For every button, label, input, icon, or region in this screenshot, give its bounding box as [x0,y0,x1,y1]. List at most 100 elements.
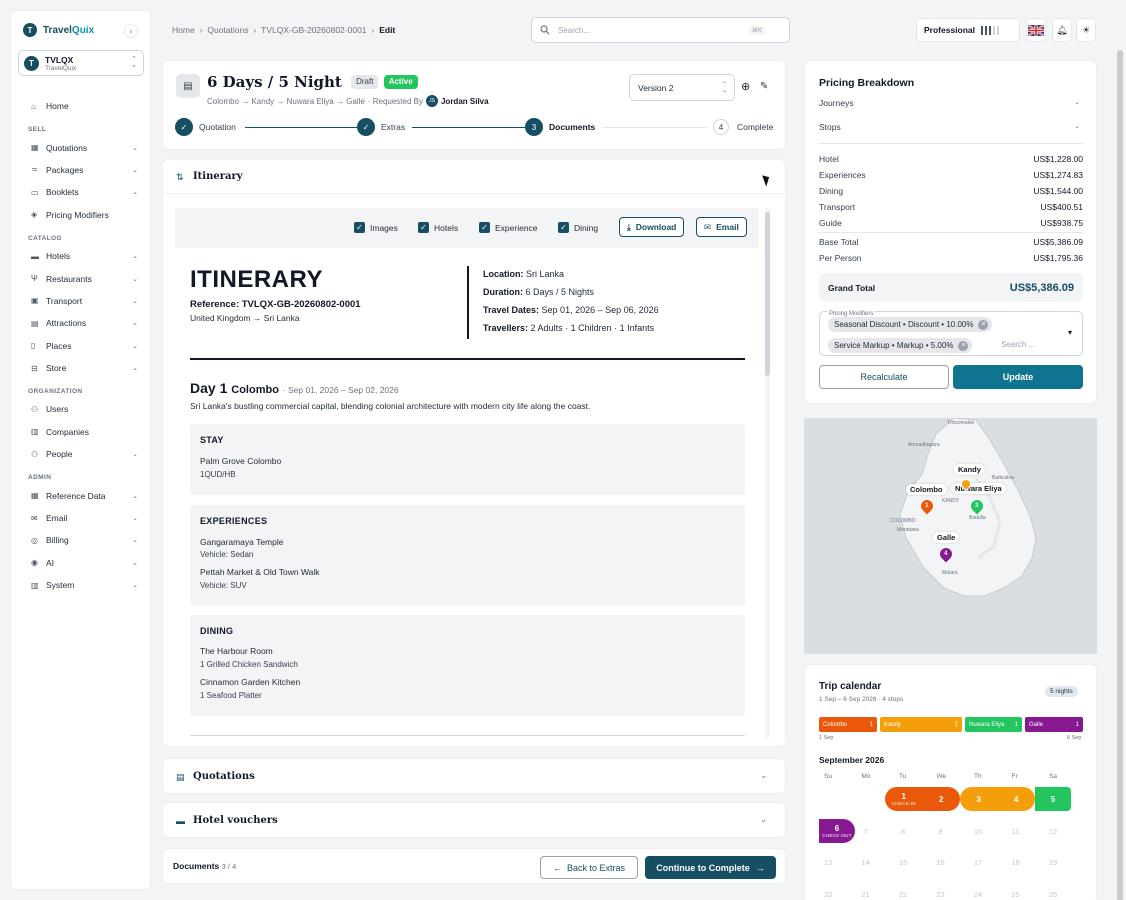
edit-button[interactable]: ✎ [760,82,768,92]
calendar-day-19[interactable]: 19 [1048,858,1058,867]
add-version-button[interactable]: ⊕ [741,82,750,93]
breadcrumb-quotations[interactable]: Quotations [207,25,249,35]
trip-map[interactable]: Trincomalee Anuradhapura Batticaloa KAND… [804,418,1097,654]
map-label-kandy[interactable]: Kandy [954,464,985,475]
segment-nuwara-eliya[interactable]: Nuwara Eliya 1 [965,717,1022,732]
continue-to-complete-button[interactable]: Continue to Complete → [645,856,776,879]
requester-name[interactable]: Jordan Silva [440,96,489,106]
sidebar-item-store[interactable]: ⊟ Store ⌄ [11,357,152,379]
collapse-sidebar-button[interactable]: ‹ [124,24,138,38]
segment-galle[interactable]: Galle 1 [1025,717,1083,732]
sidebar-item-users[interactable]: ⚇ Users [11,398,152,420]
language-flag-button[interactable] [1026,18,1046,42]
calendar-day-11[interactable]: 11 [1011,826,1020,836]
plan-badge[interactable]: Professional [916,18,1020,42]
back-to-extras-button[interactable]: ← Back to Extras [540,856,638,879]
sidebar-item-ai[interactable]: ◉ AI ⌄ [11,552,152,574]
step-4-label[interactable]: Complete [737,122,774,132]
journeys-accordion[interactable]: Journeys ⌄ [819,98,1083,108]
sidebar-item-hotels[interactable]: ▬ Hotels ⌄ [11,245,152,267]
map-label-colombo[interactable]: Colombo [906,484,947,495]
calendar-day-22[interactable]: 22 [898,889,908,899]
scrollbar-thumb[interactable] [765,212,770,376]
sidebar-item-pricing-modifiers[interactable]: ◈ Pricing Modifiers [11,204,152,226]
toggle-dining-checkbox[interactable]: ✓ Dining [558,222,598,233]
download-button[interactable]: ⤓ Download [619,217,685,237]
sidebar-item-attractions[interactable]: ▤ Attractions ⌄ [11,312,152,334]
price-row-dining: Dining US$1,544.00 [819,186,1083,196]
sidebar-item-restaurants[interactable]: Ψ Restaurants ⌄ [11,267,152,289]
step-1-label[interactable]: Quotation [199,122,236,132]
step-2-dot[interactable]: ✓ [357,118,375,136]
sidebar-item-reference-data[interactable]: ▦ Reference Data ⌄ [11,484,152,506]
update-button[interactable]: Update [953,365,1083,389]
modifiers-search-input[interactable]: Search ... [1001,340,1036,349]
breadcrumb-ref[interactable]: TVLQX-GB-20260802-0001 [261,25,367,35]
calendar-day-9[interactable]: 9 [938,826,943,836]
calendar-day-6[interactable]: 6 CHECK-OUT [819,818,855,843]
calendar-day-3[interactable]: 3 [960,787,998,811]
step-3-dot[interactable]: 3 [525,118,543,136]
sidebar-item-email[interactable]: ✉ Email ⌄ [11,507,152,529]
calendar-day-8[interactable]: 8 [900,826,906,836]
sidebar-item-booklets[interactable]: ▭ Booklets ⌄ [11,181,152,203]
theme-toggle-button[interactable]: ☀︎ [1076,18,1096,42]
calendar-day-18[interactable]: 18 [1011,858,1020,867]
sidebar-item-people[interactable]: ⚇ People ⌄ [11,443,152,465]
breadcrumb-home[interactable]: Home [172,25,195,35]
calendar-day-4[interactable]: 4 [997,787,1035,811]
step-2-label[interactable]: Extras [381,122,406,132]
org-switcher[interactable]: T TVLQX TravelQuix ⌃ ⌄ [18,50,144,76]
page-scrollbar-thumb[interactable] [1117,50,1123,900]
remove-chip-icon[interactable]: × [958,340,969,351]
step-4-dot[interactable]: 4 [713,119,729,135]
sidebar-item-transport[interactable]: ▣ Transport ⌄ [11,290,152,312]
app-logo[interactable]: T TravelQuix [23,23,94,37]
pricing-modifiers-select[interactable]: Pricing Modifiers Seasonal Discount • Di… [819,311,1083,356]
page-scrollbar[interactable] [1117,10,1125,900]
calendar-day-15[interactable]: 15 [898,858,908,867]
sidebar-item-home[interactable]: ⌂ Home [11,95,152,117]
calendar-day-2[interactable]: 2 [922,787,960,811]
sidebar-item-quotations[interactable]: ▦ Quotations ⌄ [11,136,152,158]
version-select[interactable]: Version 2 ⌃ ⌄ [629,74,735,101]
calendar-day-10[interactable]: 10 [973,826,983,836]
calendar-day-26[interactable]: 26 [1048,889,1058,899]
calendar-day-13[interactable]: 13 [823,858,833,867]
calendar-day-1[interactable]: 1 CHECK-IN [885,787,923,811]
email-button[interactable]: ✉ Email [696,217,747,237]
calendar-day-20[interactable]: 20 [823,889,833,899]
segment-colombo[interactable]: Colombo 1 [819,717,877,732]
sidebar-item-places[interactable]: ▯ Places ⌄ [11,335,152,357]
calendar-day-23[interactable]: 23 [936,889,945,899]
itinerary-section-title[interactable]: Itinerary [193,171,243,182]
segment-kandy[interactable]: Kandy 2 [880,717,962,732]
remove-chip-icon[interactable]: × [978,319,989,330]
hotel-vouchers-section[interactable]: ▬ Hotel vouchers ⌄ [162,802,786,838]
sidebar-item-packages[interactable]: ≂ Packages ⌄ [11,159,152,181]
stops-accordion[interactable]: Stops ⌄ [819,122,1083,132]
global-search-input[interactable]: Search... ⌘K [531,17,790,43]
map-label-nuwara-eliya[interactable]: Nuwara Eliya [951,483,1006,494]
recalculate-button[interactable]: Recalculate [819,365,949,389]
step-1-dot[interactable]: ✓ [175,118,193,136]
sidebar-item-companies[interactable]: ▥ Companies [11,421,152,443]
toggle-images-checkbox[interactable]: ✓ Images [354,222,398,233]
toggle-hotels-checkbox[interactable]: ✓ Hotels [418,222,458,233]
calendar-day-21[interactable]: 21 [861,889,870,899]
calendar-day-5[interactable]: 5 [1035,787,1071,811]
notifications-button[interactable]: 🔔︎ [1052,18,1072,42]
calendar-day-24[interactable]: 24 [973,889,983,899]
calendar-day-12[interactable]: 12 [1048,826,1058,836]
quotations-section[interactable]: ▤ Quotations ⌄ [162,758,786,794]
map-label-galle[interactable]: Galle [933,532,960,543]
toggle-experience-checkbox[interactable]: ✓ Experience [479,222,538,233]
calendar-day-16[interactable]: 16 [936,858,945,867]
calendar-day-14[interactable]: 14 [861,858,870,867]
calendar-day-17[interactable]: 17 [973,858,983,867]
sidebar-item-billing[interactable]: ◎ Billing ⌄ [11,529,152,551]
document-scrollbar[interactable] [765,208,770,738]
calendar-day-7[interactable]: 7 [863,826,868,836]
sidebar-item-system[interactable]: ▥ System ⌄ [11,574,152,596]
calendar-day-25[interactable]: 25 [1011,889,1020,899]
